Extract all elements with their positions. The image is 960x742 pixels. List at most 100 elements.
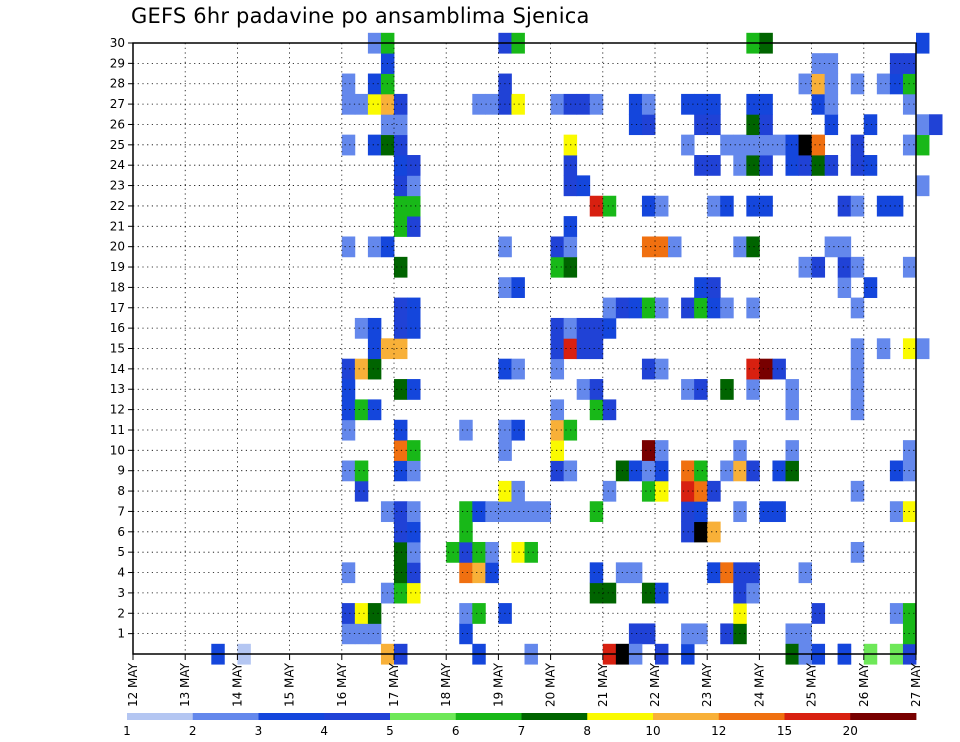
heatmap-cell: [863, 155, 878, 176]
heatmap-cell: [367, 134, 382, 156]
heatmap-cell: [759, 93, 773, 115]
heatmap-cell: [707, 480, 721, 502]
legend-swatch: [390, 713, 457, 720]
heatmap-cell: [694, 460, 708, 482]
y-tick-label: 22: [110, 199, 125, 213]
heatmap-cell: [889, 73, 904, 95]
y-tick-label: 15: [110, 342, 125, 356]
heatmap-cell: [394, 93, 408, 115]
heatmap-cell: [641, 195, 656, 217]
heatmap-cell: [759, 134, 773, 156]
heatmap-cell: [459, 603, 473, 624]
y-tick-label: 13: [110, 382, 125, 396]
heatmap-cell: [824, 73, 839, 95]
heatmap-cell: [472, 562, 486, 584]
heatmap-cell: [394, 114, 408, 136]
heatmap-cell: [511, 93, 525, 115]
heatmap-cell: [694, 93, 708, 115]
heatmap-cell: [707, 297, 721, 319]
heatmap-cell: [341, 73, 356, 95]
heatmap-cell: [485, 501, 499, 523]
heatmap-cell: [837, 236, 852, 258]
heatmap-cell: [707, 155, 721, 176]
heatmap-cell: [824, 236, 839, 258]
legend-label: 1: [123, 724, 131, 738]
y-tick-label: 28: [110, 77, 125, 91]
heatmap-cell: [655, 236, 669, 258]
x-tick-label: 22 MAY: [648, 662, 662, 707]
y-tick-label: 10: [110, 443, 125, 457]
heatmap-cell: [354, 460, 369, 482]
heatmap-cell: [889, 195, 904, 217]
heatmap-cell: [707, 562, 721, 584]
heatmap-cell: [876, 338, 891, 360]
heatmap-cell: [472, 541, 486, 563]
heatmap-cell: [863, 114, 878, 136]
heatmap-cell: [394, 582, 408, 604]
heatmap-cell: [550, 338, 565, 360]
y-tick-label: 26: [110, 117, 125, 131]
heatmap-cell: [628, 460, 643, 482]
heatmap-cell: [628, 93, 643, 115]
legend-label: 5: [386, 724, 394, 738]
y-tick-label: 16: [110, 321, 125, 335]
heatmap-cell: [824, 114, 839, 136]
heatmap-cell: [367, 603, 382, 624]
heatmap-cell: [485, 93, 499, 115]
heatmap-cell: [785, 155, 799, 176]
heatmap-cell: [394, 521, 408, 543]
heatmap-cell: [694, 623, 708, 645]
legend-label: 6: [452, 724, 460, 738]
heatmap-cell: [720, 195, 734, 217]
heatmap-cell: [746, 562, 760, 584]
heatmap-cell: [341, 236, 356, 258]
heatmap-cell: [811, 93, 826, 115]
heatmap-cell: [916, 114, 930, 136]
legend-label: 12: [711, 724, 726, 738]
heatmap-cell: [746, 134, 760, 156]
heatmap-cell: [459, 521, 473, 543]
heatmap-cell: [511, 277, 525, 298]
x-tick-label: 15 MAY: [283, 662, 297, 707]
x-axis-ticks: 12 MAY 13 MAY 14 MAY 15 MAY 16 MAY 17 MAY 18 M…: [126, 654, 923, 707]
x-tick-label: 13 MAY: [178, 662, 192, 707]
heatmap-cell: [394, 460, 408, 482]
x-tick-label: 27 MAY: [909, 662, 923, 707]
heatmap-cell: [367, 73, 382, 95]
heatmap-cell: [341, 419, 356, 441]
heatmap-cell: [459, 419, 473, 441]
y-tick-label: 1: [117, 627, 125, 641]
heatmap-cell: [694, 379, 708, 400]
heatmap-cell: [628, 114, 643, 136]
heatmap-cell: [641, 440, 656, 461]
heatmap-cell: [394, 440, 408, 461]
heatmap-cell: [550, 358, 565, 380]
legend-swatch: [192, 713, 259, 720]
heatmap-cell: [602, 317, 617, 339]
heatmap-cell: [707, 277, 721, 298]
legend-label: 7: [518, 724, 526, 738]
heatmap-cell: [341, 134, 356, 156]
x-tick-label: 26 MAY: [857, 662, 871, 707]
heatmap-cell: [524, 501, 538, 523]
heatmap-cell: [772, 358, 786, 380]
x-tick-label: 14 MAY: [230, 662, 244, 707]
heatmap-cell: [916, 338, 930, 360]
heatmap-cell: [576, 379, 591, 400]
heatmap-cell: [824, 93, 839, 115]
heatmap-cell: [837, 256, 852, 278]
y-tick-label: 5: [117, 545, 125, 559]
heatmap-cell: [394, 134, 408, 156]
x-tick-label: 23 MAY: [700, 662, 714, 707]
heatmap-cell: [694, 155, 708, 176]
legend-swatch: [521, 713, 588, 720]
heatmap-cell: [655, 358, 669, 380]
heatmap-cell: [589, 399, 604, 421]
heatmap-cell: [720, 460, 734, 482]
heatmap-cell: [394, 216, 408, 237]
legend-swatch: [324, 713, 391, 720]
heatmap-cell: [407, 460, 421, 482]
heatmap-cell: [720, 379, 734, 400]
heatmap-cell: [655, 582, 669, 604]
